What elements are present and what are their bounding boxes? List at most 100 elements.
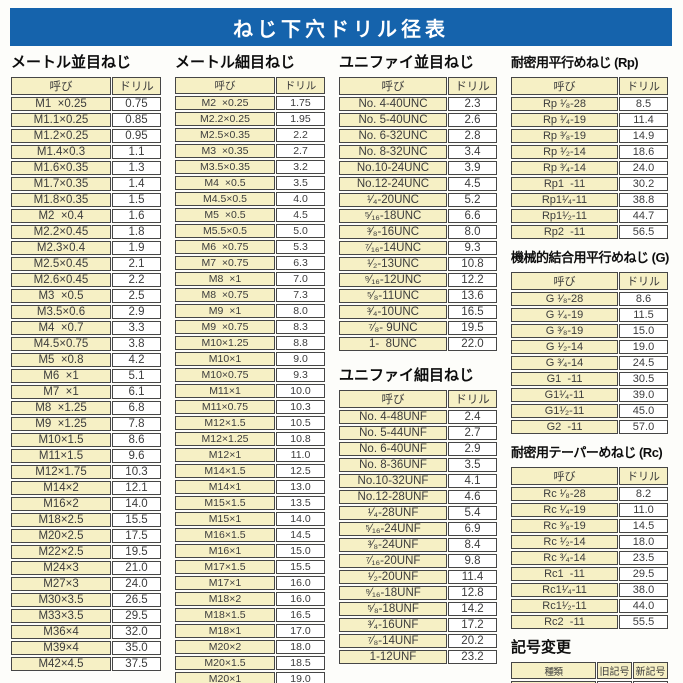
table-row: ⁷⁄₈- 9UNC 19.5 bbox=[339, 321, 497, 335]
value-cell: 9.3 bbox=[276, 368, 325, 382]
value-cell: 10.8 bbox=[276, 432, 325, 446]
value-cell: 10.3 bbox=[276, 400, 325, 414]
table-row: M27×3 24.0 bbox=[11, 577, 161, 591]
thread-name-cell: M8 ×0.75 bbox=[175, 288, 275, 302]
table-row: M3 ×0.5 2.5 bbox=[11, 289, 161, 303]
value-cell: 19.0 bbox=[619, 340, 668, 354]
thread-name-cell: ³⁄₄-10UNC bbox=[339, 305, 447, 319]
thread-name-cell: M16×1.5 bbox=[175, 528, 275, 542]
column-metric-coarse: メートル並目ねじ 呼び ドリル M1 ×0.25 0.75 M1.1×0.25 0.85 M… bbox=[10, 52, 162, 673]
value-cell: 11.4 bbox=[619, 113, 668, 127]
value-cell: 2.1 bbox=[112, 257, 161, 271]
table-row: G ¹⁄₈-28 8.6 bbox=[511, 292, 668, 306]
thread-name-cell: M2.6×0.45 bbox=[11, 273, 111, 287]
value-cell: 7.0 bbox=[276, 272, 325, 286]
unified-coarse-table: 呼び ドリル No. 4-40UNC 2.3 No. 5-40UNC 2.6 No. 6-3… bbox=[338, 75, 498, 353]
value-cell: 16.0 bbox=[276, 576, 325, 590]
value-cell: 3.8 bbox=[112, 337, 161, 351]
thread-name-cell: ⁵⁄₁₆-24UNF bbox=[339, 522, 447, 536]
column-header: ドリル bbox=[448, 77, 497, 95]
table-row: M1.7×0.35 1.4 bbox=[11, 177, 161, 191]
thread-name-cell: ⁷⁄₈-14UNF bbox=[339, 634, 447, 648]
table-row: M8 ×0.75 7.3 bbox=[175, 288, 325, 302]
table-row: No. 8-36UNF 3.5 bbox=[339, 458, 497, 472]
value-cell: 12.8 bbox=[448, 586, 497, 600]
table-row: M10×1.25 8.8 bbox=[175, 336, 325, 350]
column-header: 呼び bbox=[11, 77, 111, 95]
column-header: 呼び bbox=[511, 77, 618, 95]
table-row: M20×2 18.0 bbox=[175, 640, 325, 654]
value-cell: 10.5 bbox=[276, 416, 325, 430]
thread-name-cell: Rp1¹⁄₂-11 bbox=[511, 209, 618, 223]
thread-name-cell: M39×4 bbox=[11, 641, 111, 655]
thread-name-cell: ⁷⁄₁₆-20UNF bbox=[339, 554, 447, 568]
value-cell: 2.5 bbox=[112, 289, 161, 303]
thread-name-cell: M2.3×0.4 bbox=[11, 241, 111, 255]
value-cell: 14.5 bbox=[276, 528, 325, 542]
thread-name-cell: M12×1.5 bbox=[175, 416, 275, 430]
value-cell: 10.0 bbox=[276, 384, 325, 398]
table-row: Rp2 -11 56.5 bbox=[511, 225, 668, 239]
table-row: M2 ×0.4 1.6 bbox=[11, 209, 161, 223]
thread-name-cell: No. 6-40UNF bbox=[339, 442, 447, 456]
value-cell: 23.5 bbox=[619, 551, 668, 565]
thread-name-cell: M36×4 bbox=[11, 625, 111, 639]
value-cell: 8.0 bbox=[276, 304, 325, 318]
section-title-unified-coarse: ユニファイ並目ねじ bbox=[339, 54, 475, 71]
value-cell: 30.5 bbox=[619, 372, 668, 386]
value-cell: 18.0 bbox=[619, 535, 668, 549]
table-row: M36×4 32.0 bbox=[11, 625, 161, 639]
value-cell: Rc bbox=[633, 681, 668, 683]
section-title-metric-coarse: メートル並目ねじ bbox=[11, 54, 132, 71]
value-cell: 1.3 bbox=[112, 161, 161, 175]
column-header: 呼び bbox=[339, 390, 447, 408]
value-cell: 3.5 bbox=[276, 176, 325, 190]
value-cell: 2.8 bbox=[448, 129, 497, 143]
table-row: No.12-28UNF 4.6 bbox=[339, 490, 497, 504]
value-cell: 22.0 bbox=[448, 337, 497, 351]
thread-name-cell: No. 8-32UNC bbox=[339, 145, 447, 159]
thread-name-cell: M3 ×0.35 bbox=[175, 144, 275, 158]
table-row: M5 ×0.5 4.5 bbox=[175, 208, 325, 222]
value-cell: 2.2 bbox=[276, 128, 325, 142]
thread-name-cell: M18×2.5 bbox=[11, 513, 111, 527]
thread-name-cell: M20×1.5 bbox=[175, 656, 275, 670]
value-cell: 24.5 bbox=[619, 356, 668, 370]
value-cell: 3.4 bbox=[448, 145, 497, 159]
value-cell: 1.75 bbox=[276, 96, 325, 110]
table-row: Rp1¹⁄₂-11 44.7 bbox=[511, 209, 668, 223]
thread-name-cell: ¹⁄₄-20UNC bbox=[339, 193, 447, 207]
thread-name-cell: Rc ¹⁄₂-14 bbox=[511, 535, 618, 549]
table-row: No.10-32UNF 4.1 bbox=[339, 474, 497, 488]
thread-name-cell: M6 ×1 bbox=[11, 369, 111, 383]
table-row: ¹⁄₂-20UNF 11.4 bbox=[339, 570, 497, 584]
table-row: G1¹⁄₂-11 45.0 bbox=[511, 404, 668, 418]
value-cell: 2.2 bbox=[112, 273, 161, 287]
table-row: Rp ¹⁄₄-19 11.4 bbox=[511, 113, 668, 127]
value-cell: 44.7 bbox=[619, 209, 668, 223]
value-cell: 6.1 bbox=[112, 385, 161, 399]
value-cell: 8.5 bbox=[619, 97, 668, 111]
value-cell: 45.0 bbox=[619, 404, 668, 418]
value-cell: 5.2 bbox=[448, 193, 497, 207]
symbol-change-table: 種類旧記号新記号耐密用テーパめねじPTRc耐密用平行めねじPSRp機械的結合用平… bbox=[510, 660, 669, 683]
value-cell: 55.5 bbox=[619, 615, 668, 629]
table-row: M2.5×0.45 2.1 bbox=[11, 257, 161, 271]
thread-name-cell: G2 -11 bbox=[511, 420, 618, 434]
thread-name-cell: M14×1.5 bbox=[175, 464, 275, 478]
thread-name-cell: No. 6-32UNC bbox=[339, 129, 447, 143]
table-row: M10×0.75 9.3 bbox=[175, 368, 325, 382]
thread-name-cell: No. 5-40UNC bbox=[339, 113, 447, 127]
unified-fine-table: 呼び ドリル No. 4-48UNF 2.4 No. 5-44UNF 2.7 No. 6-4… bbox=[338, 388, 498, 666]
table-row: M18×2 16.0 bbox=[175, 592, 325, 606]
table-row: M10×1 9.0 bbox=[175, 352, 325, 366]
table-row: Rp ¹⁄₂-14 18.6 bbox=[511, 145, 668, 159]
thread-name-cell: Rp1 -11 bbox=[511, 177, 618, 191]
thread-name-cell: No.12-28UNF bbox=[339, 490, 447, 504]
thread-name-cell: M1.7×0.35 bbox=[11, 177, 111, 191]
table-row: M42×4.5 37.5 bbox=[11, 657, 161, 671]
table-row: Rc1¹⁄₄-11 38.0 bbox=[511, 583, 668, 597]
value-cell: 12.1 bbox=[112, 481, 161, 495]
thread-name-cell: M2.2×0.25 bbox=[175, 112, 275, 126]
